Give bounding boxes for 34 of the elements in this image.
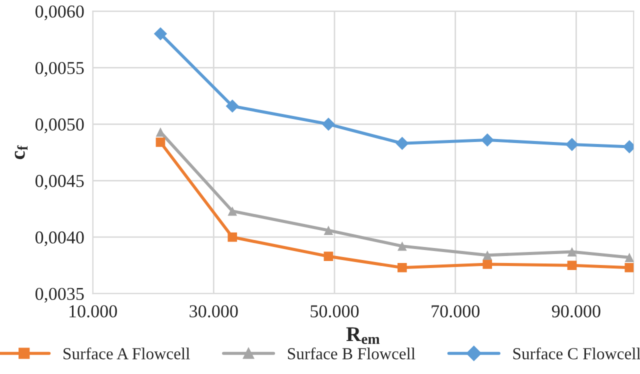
point [156, 138, 166, 147]
legend-label: Surface A Flowcell [64, 347, 190, 360]
x-tick-label: 10.000 [70, 305, 117, 318]
point [624, 262, 634, 272]
point [396, 136, 409, 150]
point [482, 260, 492, 269]
y-tick-label: 0,0055 [36, 62, 84, 77]
point [228, 232, 238, 242]
y-axis-title: c$_{f}$ [14, 145, 28, 160]
point [482, 250, 492, 260]
point [226, 100, 239, 113]
point [567, 247, 577, 256]
y-tick-label: 0,0060 [36, 5, 84, 20]
point [624, 252, 634, 262]
point [324, 226, 334, 235]
point [567, 260, 577, 270]
x-axis-title: R$_{em}$ [346, 327, 380, 344]
y-tick-label: 0,0045 [36, 174, 84, 190]
point [322, 118, 336, 131]
x-tick-label: 90.000 [552, 305, 600, 318]
x-tick-label: 70.000 [432, 305, 480, 318]
point [228, 206, 238, 216]
point [324, 252, 334, 261]
y-tick-label: 0,0035 [36, 288, 84, 303]
point [398, 241, 407, 251]
legend-label: Surface B Flowcell [288, 347, 416, 360]
point [154, 27, 168, 40]
x-tick-label: 30.000 [190, 305, 238, 318]
y-tick-label: 0,0040 [36, 231, 84, 246]
point [480, 133, 494, 147]
point [398, 262, 407, 272]
point [565, 138, 579, 152]
y-tick-label: 0,0050 [36, 118, 84, 134]
x-tick-label: 50.000 [310, 305, 359, 318]
